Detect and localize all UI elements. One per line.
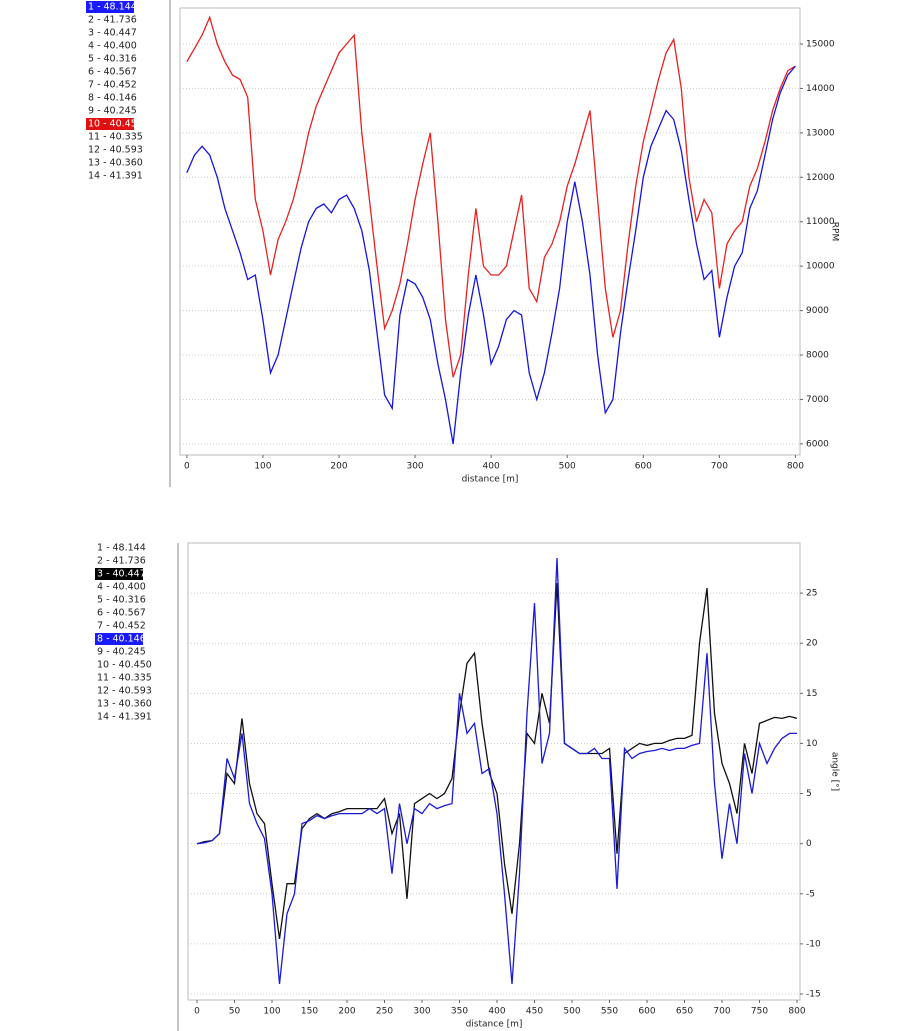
x-tick-label: 500 [559, 462, 576, 472]
x-tick-label: 750 [751, 1007, 768, 1017]
series-line [186, 15, 796, 378]
x-tick-label: 450 [526, 1007, 543, 1017]
x-tick-label: 600 [635, 462, 652, 472]
plot-frame [187, 542, 801, 1001]
y-tick-label: 20 [806, 639, 818, 649]
lap-item[interactable]: 11 - 40.335 [97, 673, 152, 684]
y-tick-label: 11000 [806, 217, 835, 227]
x-axis-label: distance [m] [466, 1020, 523, 1030]
lap-item[interactable]: 2 - 41.736 [97, 556, 146, 567]
lap-item[interactable]: 8 - 40.146 [97, 634, 146, 645]
x-tick-label: 400 [483, 462, 500, 472]
y-tick-label: 15 [806, 689, 817, 699]
lap-item[interactable]: 10 - 40.450 [97, 660, 152, 671]
series-line [196, 557, 797, 985]
x-tick-label: 700 [711, 462, 728, 472]
x-tick-label: 650 [676, 1007, 693, 1017]
lap-item[interactable]: 6 - 40.567 [97, 608, 146, 619]
x-tick-label: 0 [184, 462, 190, 472]
x-tick-label: 150 [301, 1007, 318, 1017]
x-tick-label: 100 [254, 462, 271, 472]
y-tick-label: 8000 [806, 351, 829, 361]
y-tick-label: 7000 [806, 395, 829, 405]
lap-item[interactable]: 3 - 40.447 [97, 569, 146, 580]
y-tick-label: 6000 [806, 439, 829, 449]
x-tick-label: 50 [229, 1007, 241, 1017]
lap-item[interactable]: 5 - 40.316 [97, 595, 146, 606]
lap-item[interactable]: 7 - 40.452 [88, 80, 137, 91]
lap-item[interactable]: 5 - 40.316 [88, 54, 137, 65]
x-tick-label: 0 [194, 1007, 200, 1017]
lap-item[interactable]: 13 - 40.360 [97, 699, 152, 710]
lap-item[interactable]: 10 - 40.450 [88, 119, 143, 130]
lap-highlight [86, 1, 134, 13]
y-tick-label: -15 [806, 989, 821, 999]
y-tick-label: 10000 [806, 262, 835, 272]
lap-item[interactable]: 7 - 40.452 [97, 621, 146, 632]
y-axis-label: angle [°] [830, 752, 840, 791]
lap-item[interactable]: 12 - 40.593 [97, 686, 152, 697]
lap-item[interactable]: 9 - 40.245 [97, 647, 146, 658]
lap-item[interactable]: 1 - 48.144 [97, 543, 146, 554]
lap-highlight [95, 568, 143, 580]
lap-item[interactable]: 4 - 40.400 [88, 41, 137, 52]
y-tick-label: 0 [806, 839, 812, 849]
lap-item[interactable]: 9 - 40.245 [88, 106, 137, 117]
lap-item[interactable]: 12 - 40.593 [88, 145, 143, 156]
lap-highlight [86, 118, 134, 130]
lap-highlight [95, 633, 143, 645]
x-tick-label: 800 [788, 1007, 805, 1017]
lap-item[interactable]: 4 - 40.400 [97, 582, 146, 593]
x-tick-label: 250 [376, 1007, 393, 1017]
y-tick-label: 15000 [806, 39, 835, 49]
x-tick-label: 600 [638, 1007, 655, 1017]
y-axis-label: RPM [830, 222, 840, 241]
x-tick-label: 400 [488, 1007, 505, 1017]
y-tick-label: -10 [806, 939, 821, 949]
x-tick-label: 200 [338, 1007, 355, 1017]
x-tick-label: 800 [787, 462, 804, 472]
lap-item[interactable]: 14 - 41.391 [88, 171, 143, 182]
x-tick-label: 550 [601, 1007, 618, 1017]
y-tick-label: 14000 [806, 84, 835, 94]
series-line [186, 65, 796, 445]
lap-item[interactable]: 11 - 40.335 [88, 132, 143, 143]
x-tick-label: 100 [263, 1007, 280, 1017]
lap-item[interactable]: 2 - 41.736 [88, 15, 137, 26]
x-tick-label: 350 [451, 1007, 468, 1017]
y-tick-label: -5 [806, 889, 815, 899]
plot-frame [179, 7, 801, 456]
lap-item[interactable]: 1 - 48.144 [88, 2, 137, 13]
y-tick-label: 13000 [806, 128, 835, 138]
lap-item[interactable]: 14 - 41.391 [97, 712, 152, 723]
lap-item[interactable]: 6 - 40.567 [88, 67, 137, 78]
lap-item[interactable]: 3 - 40.447 [88, 28, 137, 39]
lap-item[interactable]: 8 - 40.146 [88, 93, 137, 104]
y-tick-label: 5 [806, 789, 812, 799]
x-tick-label: 700 [713, 1007, 730, 1017]
x-tick-label: 500 [563, 1007, 580, 1017]
y-tick-label: 9000 [806, 306, 829, 316]
y-tick-label: 25 [806, 589, 817, 599]
y-tick-label: 12000 [806, 173, 835, 183]
x-tick-label: 300 [413, 1007, 430, 1017]
lap-item[interactable]: 13 - 40.360 [88, 158, 143, 169]
x-tick-label: 300 [406, 462, 423, 472]
y-tick-label: 10 [806, 739, 818, 749]
x-tick-label: 200 [330, 462, 347, 472]
x-axis-label: distance [m] [462, 475, 519, 485]
